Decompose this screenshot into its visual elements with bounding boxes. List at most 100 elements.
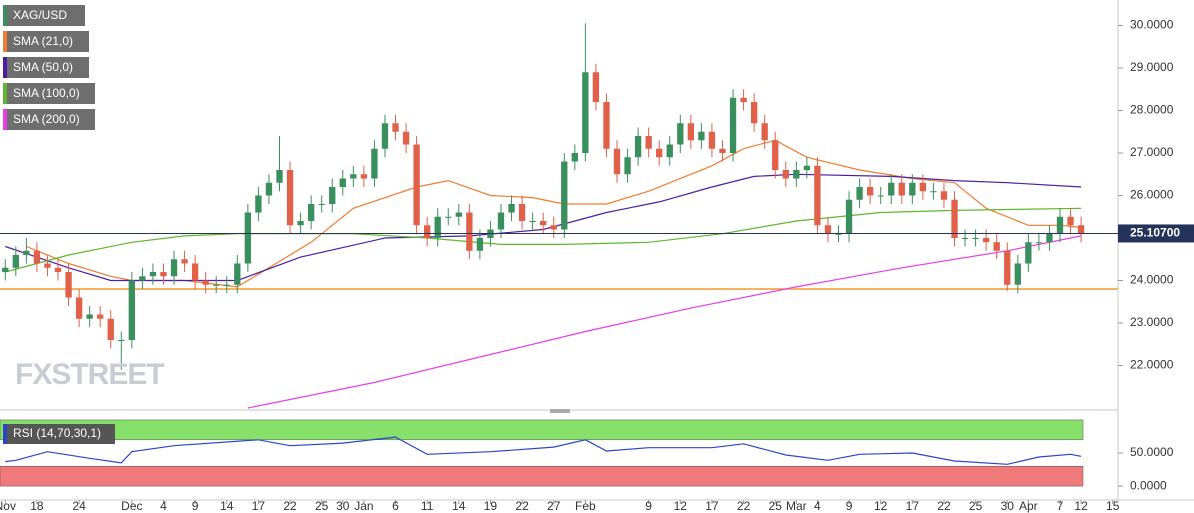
candle: [719, 140, 726, 162]
last-price-box: [1118, 224, 1194, 243]
candle-body: [740, 97, 747, 102]
candle-body: [508, 204, 515, 213]
x-tick-label: 24: [72, 499, 86, 513]
x-tick-label: 7: [1057, 499, 1064, 513]
candle-body: [708, 131, 716, 149]
last-price-label: 25.10700: [1130, 226, 1180, 240]
x-tick-label: Feb: [575, 499, 596, 513]
legend-box: [3, 83, 95, 104]
candle: [666, 136, 673, 166]
candle: [750, 93, 758, 132]
candle: [592, 63, 600, 111]
y-tick-label: 26.0000: [1130, 188, 1174, 202]
legend-item[interactable]: SMA (50,0): [3, 57, 89, 78]
candle: [877, 187, 884, 204]
legend-item[interactable]: SMA (21,0): [3, 31, 89, 52]
candle-body: [23, 250, 30, 255]
candle: [729, 89, 737, 162]
x-tick-label: 22: [937, 499, 951, 513]
x-tick-label: 12: [674, 499, 688, 513]
x-tick-label: 6: [392, 499, 399, 513]
candle-body: [466, 212, 473, 251]
candle: [392, 114, 399, 141]
candle: [1046, 225, 1053, 251]
candle: [160, 263, 167, 285]
candle-body: [307, 204, 315, 221]
candle-body: [666, 144, 673, 158]
legend-box: [3, 109, 95, 130]
candle-body: [1035, 242, 1043, 244]
candle: [624, 148, 631, 183]
candle-body: [634, 136, 642, 158]
candle: [181, 250, 188, 272]
candle: [866, 178, 874, 204]
x-tick-label: 15: [1106, 499, 1120, 513]
x-tick-label: 4: [160, 499, 167, 513]
y-tick-label: 50.0000: [1130, 445, 1174, 459]
candle: [803, 157, 811, 179]
indicator-label: RSI (14,70,30,1): [3, 424, 115, 444]
candle-body: [930, 191, 937, 193]
candle-body: [845, 199, 853, 234]
candle: [561, 153, 568, 238]
x-tick-label: 22: [515, 499, 529, 513]
candle-body: [1056, 216, 1064, 234]
candle-body: [381, 123, 389, 149]
candle-body: [234, 263, 241, 285]
candle-body: [613, 148, 621, 175]
candle-body: [202, 280, 209, 285]
candle-body: [392, 123, 399, 132]
candle-body: [772, 140, 779, 170]
candle: [23, 238, 30, 264]
legend-label: SMA (21,0): [13, 34, 73, 48]
x-tick-label: 22: [283, 499, 297, 513]
candle: [782, 161, 789, 187]
candle-body: [455, 212, 462, 217]
candle-body: [223, 284, 230, 286]
candle-body: [371, 148, 378, 179]
legend-item[interactable]: XAG/USD: [3, 5, 85, 26]
candle: [698, 123, 705, 149]
candle-body: [540, 221, 547, 226]
y-tick-label: 28.0000: [1130, 103, 1174, 117]
watermark: FXSTREET: [15, 358, 164, 391]
legend-swatch: [3, 424, 7, 444]
candle-body: [107, 318, 114, 340]
candle-body: [972, 238, 979, 239]
candle-body: [86, 314, 93, 319]
candle-body: [803, 165, 811, 170]
candle: [170, 250, 178, 285]
legend-label: SMA (200,0): [13, 112, 80, 126]
candle-body: [265, 182, 273, 196]
candle: [603, 93, 610, 158]
x-tick-label: 30: [336, 499, 350, 513]
candle-body: [603, 102, 610, 149]
candle: [149, 263, 157, 285]
candle-body: [402, 131, 410, 145]
x-tick-label: 4: [814, 499, 821, 513]
candle-body: [592, 72, 600, 102]
x-tick-label: 25: [315, 499, 329, 513]
candle: [329, 178, 336, 213]
candle: [898, 174, 905, 204]
candle: [107, 310, 114, 349]
candle: [656, 140, 663, 166]
candle-body: [476, 238, 484, 251]
candle: [634, 127, 642, 166]
candle: [44, 255, 51, 277]
legend-item[interactable]: SMA (200,0): [3, 109, 95, 130]
candle-body: [297, 221, 304, 226]
resize-handle[interactable]: [550, 409, 570, 413]
legend-swatch: [3, 57, 7, 78]
candle-body: [191, 263, 199, 281]
candle-body: [761, 123, 768, 141]
candle-body: [919, 182, 927, 192]
candle-body: [750, 102, 758, 124]
candle-body: [213, 284, 220, 286]
x-tick-label: 14: [220, 499, 234, 513]
candle: [1056, 208, 1064, 243]
x-tick-label: 9: [192, 499, 199, 513]
candle: [371, 140, 378, 187]
legend-item[interactable]: SMA (100,0): [3, 83, 95, 104]
candle-body: [413, 144, 420, 226]
